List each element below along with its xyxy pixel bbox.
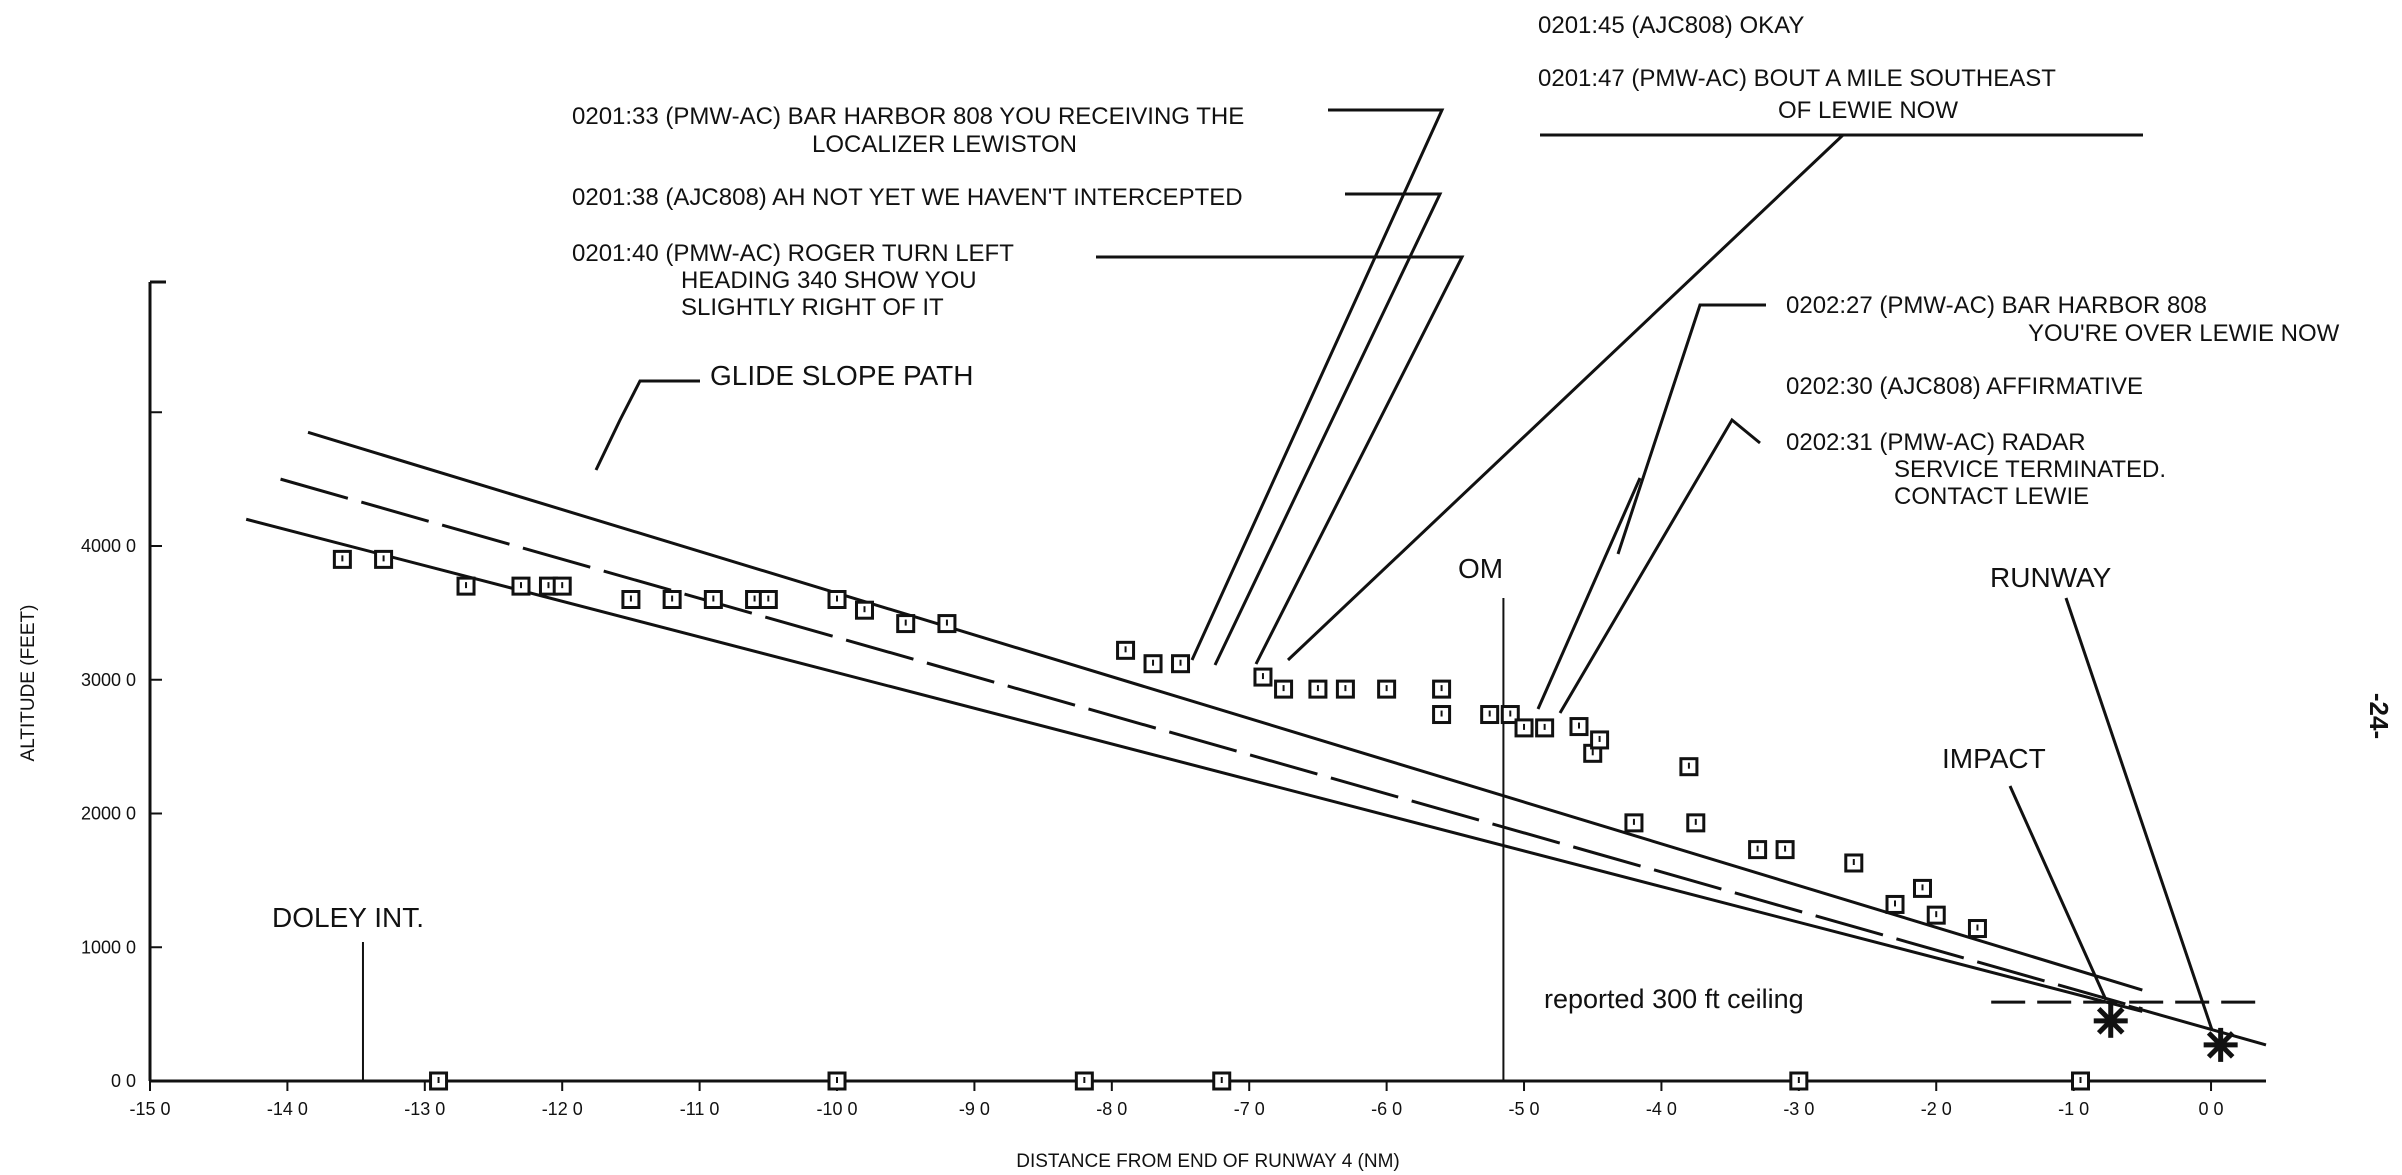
leader-0201-47-diag	[1286, 133, 1845, 662]
final-approach-line	[2128, 1004, 2267, 1047]
transcript-0201-47-line2: OF LEWIE NOW	[1778, 97, 1958, 124]
x-tick-label: -4 0	[1646, 1099, 1677, 1119]
impact-label: IMPACT	[1942, 743, 2046, 774]
glide-path-lower-line	[245, 517, 2143, 1013]
impact-marker	[2093, 1003, 2128, 1038]
transcript-0201-33-line1: 0201:33 (PMW-AC) BAR HARBOR 808 YOU RECE…	[572, 103, 1244, 130]
leader-0202-27-lower	[1536, 477, 1642, 710]
x-tick-label: -14 0	[267, 1099, 308, 1119]
x-tick-label: -10 0	[816, 1099, 857, 1119]
leader-0201-38	[1213, 192, 1443, 666]
transcript-0201-33-line2: LOCALIZER LEWISTON	[812, 131, 1077, 158]
glide-slope-label: GLIDE SLOPE PATH	[710, 360, 973, 391]
leader-0201-40	[1096, 255, 1465, 665]
ceiling-label: reported 300 ft ceiling	[1544, 984, 1804, 1014]
leader-lines	[594, 108, 2214, 1031]
leader-runway	[2064, 597, 2214, 1031]
transcript-0201-40-line2: HEADING 340 SHOW YOU	[681, 267, 977, 294]
x-axis-ticks: -15 0 -14 0 -13 0 -12 0 -11 0 -10 0 -9 0 -8 0 -7…	[129, 1081, 2224, 1119]
y-tick-label: 4000 0	[81, 536, 136, 556]
radar-return-markers	[332, 549, 2091, 1091]
transcript: 0201:33 (PMW-AC) BAR HARBOR 808 YOU RECE…	[572, 12, 2340, 510]
glide-path-upper-line	[307, 430, 2143, 992]
x-tick-label: -3 0	[1783, 1099, 1814, 1119]
om-label: OM	[1458, 553, 1503, 584]
transcript-0201-40-line3: SLIGHTLY RIGHT OF IT	[681, 294, 944, 321]
x-tick-label: -8 0	[1096, 1099, 1127, 1119]
transcript-0202-31-line3: CONTACT LEWIE	[1894, 483, 2089, 510]
x-tick-label: -9 0	[959, 1099, 990, 1119]
x-tick-label: -15 0	[129, 1099, 170, 1119]
x-tick-label: -1 0	[2058, 1099, 2089, 1119]
transcript-0201-38: 0201:38 (AJC808) AH NOT YET WE HAVEN'T I…	[572, 184, 1243, 211]
transcript-0202-30: 0202:30 (AJC808) AFFIRMATIVE	[1786, 373, 2143, 400]
transcript-0201-45: 0201:45 (AJC808) OKAY	[1538, 12, 1804, 39]
doley-label: DOLEY INT.	[272, 902, 424, 933]
y-axis-ticks: 0 0 1000 0 2000 0 3000 0 4000 0	[81, 411, 162, 1091]
runway-label: RUNWAY	[1990, 562, 2112, 593]
transcript-0202-31-line1: 0202:31 (PMW-AC) RADAR	[1786, 429, 2086, 456]
glide-path-lines	[245, 430, 2267, 1081]
page-number: -24-	[2364, 693, 2394, 739]
leader-impact	[2008, 785, 2108, 1001]
y-tick-label: 2000 0	[81, 804, 136, 824]
x-tick-label: -5 0	[1509, 1099, 1540, 1119]
x-tick-label: -11 0	[680, 1099, 720, 1119]
runway-marker	[2203, 1027, 2238, 1062]
y-tick-label: 1000 0	[81, 937, 136, 957]
x-tick-label: -13 0	[404, 1099, 445, 1119]
leader-0202-31	[1558, 417, 1761, 714]
y-tick-label: 0 0	[111, 1071, 136, 1091]
event-markers	[2093, 1003, 2238, 1062]
y-tick-label: 3000 0	[81, 670, 136, 690]
transcript-0202-27-line1: 0202:27 (PMW-AC) BAR HARBOR 808	[1786, 292, 2207, 319]
y-axis-title: ALTITUDE (FEET)	[18, 605, 39, 762]
impact-marker-stroke	[2096, 1007, 2125, 1035]
transcript-0202-27-line2: YOU'RE OVER LEWIE NOW	[2028, 320, 2340, 347]
transcript-0201-40-line1: 0201:40 (PMW-AC) ROGER TURN LEFT	[572, 240, 1014, 267]
x-tick-label: 0 0	[2199, 1099, 2224, 1119]
glide-path-center-line	[280, 477, 2143, 1011]
leader-glide-slope	[594, 379, 700, 471]
x-tick-label: -12 0	[542, 1099, 583, 1119]
x-tick-label: -2 0	[1921, 1099, 1952, 1119]
x-tick-label: -7 0	[1234, 1099, 1265, 1119]
leader-0202-27	[1616, 303, 1766, 555]
transcript-0202-31-line2: SERVICE TERMINATED.	[1894, 456, 2166, 483]
leader-0201-33	[1190, 108, 1445, 661]
x-tick-label: -6 0	[1371, 1099, 1402, 1119]
transcript-0201-47-line1: 0201:47 (PMW-AC) BOUT A MILE SOUTHEAST	[1538, 65, 2056, 92]
runway-marker-stroke	[2206, 1031, 2235, 1059]
x-axis-title: DISTANCE FROM END OF RUNWAY 4 (NM)	[1016, 1151, 1400, 1172]
